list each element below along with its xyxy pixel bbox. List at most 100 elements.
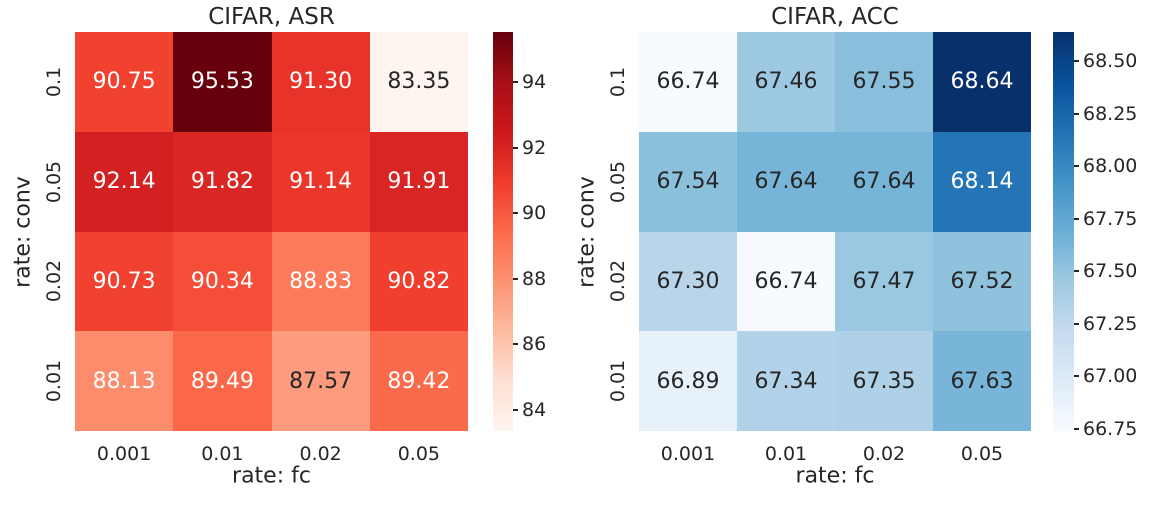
y-tick-label: 0.1 xyxy=(607,66,629,97)
colorbar-tick-label: 94 xyxy=(522,71,547,94)
cell-value: 88.83 xyxy=(289,268,353,294)
cell-value: 67.55 xyxy=(852,69,916,95)
cell-value: 67.30 xyxy=(656,268,720,294)
cell-value: 91.14 xyxy=(289,169,353,195)
colorbar-tick-mark xyxy=(513,408,518,411)
heatmap-cell: 89.42 xyxy=(369,331,468,431)
cell-value: 68.14 xyxy=(950,169,1014,195)
heatmap-cell: 95.53 xyxy=(173,32,272,132)
cell-value: 91.82 xyxy=(190,169,254,195)
cell-value: 90.75 xyxy=(92,69,156,95)
heatmap-cell: 68.64 xyxy=(933,32,1031,132)
colorbar-tick-label: 88 xyxy=(522,267,547,290)
heatmap-cell: 67.64 xyxy=(737,131,835,232)
y-tick-label: 0.02 xyxy=(607,260,629,303)
cell-value: 90.34 xyxy=(190,268,254,294)
heatmap-cell: 90.34 xyxy=(173,231,272,332)
heatmap-cell: 67.47 xyxy=(835,231,933,332)
heatmap-cell: 67.55 xyxy=(835,32,933,132)
cell-value: 67.47 xyxy=(852,268,916,294)
cell-value: 91.91 xyxy=(387,169,451,195)
chart-title-asr: CIFAR, ASR xyxy=(208,4,335,30)
cell-value: 66.89 xyxy=(656,368,720,394)
heatmap-grid-acc: 66.74 67.46 67.55 68.64 67.54 67.64 67.64 68.14… xyxy=(639,32,1031,431)
cell-value: 89.42 xyxy=(387,368,451,394)
cell-value: 90.82 xyxy=(387,268,451,294)
x-tick-label: 0.001 xyxy=(96,443,152,465)
cell-value: 92.14 xyxy=(92,169,156,195)
heatmap-cell: 91.82 xyxy=(173,131,272,232)
cell-value: 67.64 xyxy=(754,169,818,195)
x-tick-label: 0.05 xyxy=(960,443,1004,465)
x-tick-label: 0.01 xyxy=(764,443,808,465)
y-axis-label-asr: rate: conv xyxy=(10,175,36,288)
x-tick-label: 0.02 xyxy=(862,443,906,465)
y-tick-label: 0.1 xyxy=(43,66,65,97)
colorbar-tick-label: 67.25 xyxy=(1083,312,1138,335)
heatmap-cell: 67.30 xyxy=(639,231,737,332)
heatmap-cell: 67.52 xyxy=(933,231,1031,332)
heatmap-cell: 66.74 xyxy=(639,32,737,132)
colorbar-tick-mark xyxy=(1074,427,1079,430)
colorbar-tick-label: 92 xyxy=(522,136,547,159)
colorbar-tick-mark xyxy=(513,343,518,346)
x-tick-label: 0.05 xyxy=(397,443,441,465)
colorbar-tick-mark xyxy=(1074,60,1079,63)
x-tick-label: 0.01 xyxy=(201,443,244,465)
heatmap-cell: 91.30 xyxy=(271,32,370,132)
colorbar-tick-label: 66.75 xyxy=(1083,417,1138,440)
heatmap-cell: 88.83 xyxy=(271,231,370,332)
cell-value: 91.30 xyxy=(289,69,353,95)
heatmap-cell: 66.89 xyxy=(639,331,737,431)
heatmap-cell: 68.14 xyxy=(933,131,1031,232)
heatmap-cell: 90.73 xyxy=(75,231,174,332)
colorbar-tick-label: 67.00 xyxy=(1083,365,1138,388)
colorbar-tick-label: 67.75 xyxy=(1083,207,1138,230)
heatmap-cell: 67.64 xyxy=(835,131,933,232)
y-axis-label-acc: rate: conv xyxy=(574,175,600,288)
y-tick-label: 0.05 xyxy=(43,160,65,203)
cell-value: 66.74 xyxy=(754,268,818,294)
heatmap-cell: 67.63 xyxy=(933,331,1031,431)
y-tick-label: 0.01 xyxy=(43,359,65,403)
colorbar-asr xyxy=(493,32,513,431)
colorbar-tick-mark xyxy=(513,277,518,280)
cell-value: 67.63 xyxy=(950,368,1014,394)
cell-value: 83.35 xyxy=(387,69,451,95)
cell-value: 95.53 xyxy=(190,69,254,95)
y-tick-label: 0.02 xyxy=(43,260,65,303)
heatmap-cell: 87.57 xyxy=(271,331,370,431)
cell-value: 67.64 xyxy=(852,169,916,195)
heatmap-cell: 66.74 xyxy=(737,231,835,332)
cell-value: 88.13 xyxy=(92,368,156,394)
heatmap-cell: 67.46 xyxy=(737,32,835,132)
heatmap-cell: 88.13 xyxy=(75,331,174,431)
x-axis-label-acc: rate: fc xyxy=(795,463,875,489)
colorbar-tick-label: 68.25 xyxy=(1083,102,1138,125)
colorbar-tick-label: 84 xyxy=(522,398,547,421)
cell-value: 90.73 xyxy=(92,268,156,294)
colorbar-tick-mark xyxy=(513,212,518,215)
cell-value: 87.57 xyxy=(289,368,353,394)
colorbar-tick-label: 86 xyxy=(522,333,547,356)
cell-value: 67.35 xyxy=(852,368,916,394)
cell-value: 68.64 xyxy=(950,69,1014,95)
heatmap-cell: 90.75 xyxy=(75,32,174,132)
x-tick-label: 0.02 xyxy=(299,443,342,465)
cell-value: 89.49 xyxy=(190,368,254,394)
colorbar-acc xyxy=(1053,32,1074,431)
colorbar-tick-mark xyxy=(1074,112,1079,115)
y-tick-label: 0.05 xyxy=(607,160,629,203)
heatmap-cell: 67.35 xyxy=(835,331,933,431)
colorbar-tick-mark xyxy=(513,81,518,84)
heatmap-cell: 91.91 xyxy=(369,131,468,232)
heatmap-grid-asr: 90.75 95.53 91.30 83.35 92.14 91.82 91.14 91.91… xyxy=(75,32,468,431)
colorbar-tick-mark xyxy=(1074,165,1079,168)
x-axis-label-asr: rate: fc xyxy=(232,463,311,489)
cell-value: 67.54 xyxy=(656,169,720,195)
colorbar-tick-mark xyxy=(1074,322,1079,325)
heatmap-cell: 89.49 xyxy=(173,331,272,431)
heatmap-cell: 83.35 xyxy=(369,32,468,132)
colorbar-tick-mark xyxy=(1074,375,1079,378)
